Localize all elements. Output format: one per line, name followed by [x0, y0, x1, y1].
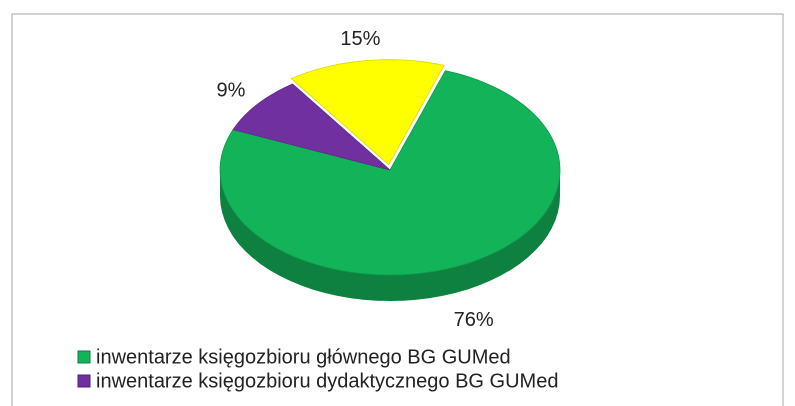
data-label: 15%	[340, 28, 380, 50]
legend-label: inwentarze księgozbioru dydaktycznego BG…	[96, 370, 558, 392]
data-label: 9%	[217, 79, 246, 101]
legend-swatch	[77, 374, 91, 388]
slice-side	[220, 170, 560, 301]
legend-label: inwentarze księgozbioru głównego BG GUMe…	[96, 346, 511, 368]
slice	[232, 83, 391, 171]
slice	[219, 70, 561, 276]
slice	[290, 59, 445, 166]
data-label: 76%	[454, 309, 494, 331]
legend-swatch	[77, 350, 91, 364]
